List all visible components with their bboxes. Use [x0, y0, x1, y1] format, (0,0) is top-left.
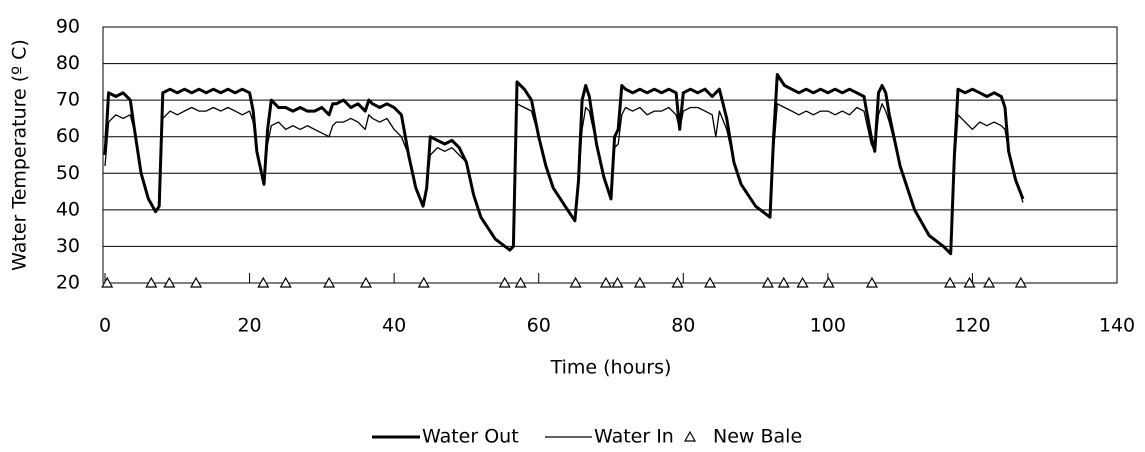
marker: [822, 276, 835, 288]
x-tick-label: 40: [382, 315, 406, 337]
marker: [633, 276, 646, 288]
marker: [163, 276, 176, 288]
x-tick-label: 20: [237, 315, 261, 337]
marker: [514, 276, 527, 288]
y-tick-label: 60: [56, 125, 80, 147]
marker: [671, 276, 684, 288]
y-tick-label: 80: [56, 52, 80, 74]
marker: [145, 276, 158, 288]
line-series: [103, 73, 1025, 256]
y-tick-label: 90: [56, 16, 80, 38]
legend-label: New Bale: [713, 426, 802, 448]
marker: [323, 276, 336, 288]
plot-frame: [102, 26, 1118, 284]
x-tick-label: 140: [1099, 315, 1135, 337]
y-tick-label: 50: [56, 162, 80, 184]
marker: [1014, 276, 1027, 288]
marker: [704, 276, 717, 288]
y-tick-label: 20: [56, 272, 80, 294]
legend-swatch: [683, 430, 697, 442]
marker: [944, 276, 957, 288]
legend-label: Water In: [594, 426, 674, 448]
marker: [761, 276, 774, 288]
y-tick-label: 30: [56, 235, 80, 257]
marker: [257, 276, 270, 288]
marker: [498, 276, 511, 288]
marker: [611, 276, 624, 288]
x-tick-label: 80: [671, 315, 695, 337]
marker: [963, 276, 976, 288]
marker: [983, 276, 996, 288]
x-tick-label: 0: [99, 315, 111, 337]
marker: [777, 276, 790, 288]
marker: [865, 276, 878, 288]
marker: [279, 276, 292, 288]
x-tick-label: 100: [810, 315, 846, 337]
marker: [417, 276, 430, 288]
y-tick-label: 40: [56, 198, 80, 220]
x-tick-label: 60: [527, 315, 551, 337]
marker: [190, 276, 203, 288]
legend-label: Water Out: [422, 426, 519, 448]
x-tick-label: 120: [954, 315, 990, 337]
marker: [359, 276, 372, 288]
marker: [796, 276, 809, 288]
line-series: [104, 103, 1024, 255]
y-tick-label: 70: [56, 89, 80, 111]
x-axis-label: Time (hours): [550, 357, 672, 379]
y-axis-label: Water Temperature (º C): [9, 39, 31, 271]
marker: [101, 276, 114, 288]
marker: [569, 276, 582, 288]
marker: [599, 276, 612, 288]
